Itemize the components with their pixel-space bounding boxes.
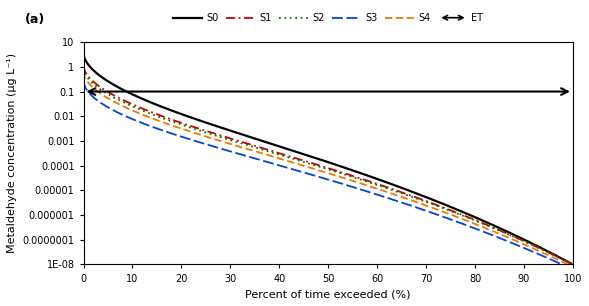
S4 [318, 169, 325, 173]
S0 [555, 255, 562, 259]
S1 [105, 91, 112, 94]
Line: S2: S2 [84, 68, 573, 264]
S4 [555, 258, 562, 262]
S3 [80, 79, 87, 82]
S1 [80, 64, 87, 67]
S1 [555, 256, 562, 259]
Legend: S0, S1, S2, S3, S4, ET: S0, S1, S2, S3, S4, ET [169, 9, 487, 27]
Y-axis label: Metaldehyde concentration (μg L⁻¹): Metaldehyde concentration (μg L⁻¹) [7, 53, 17, 253]
S4 [80, 70, 87, 74]
S3 [570, 267, 577, 271]
S3 [465, 224, 472, 228]
S1 [570, 263, 577, 266]
S4 [305, 165, 312, 169]
S4 [570, 265, 577, 269]
S2 [555, 256, 562, 259]
S2 [318, 166, 325, 169]
S2 [105, 93, 112, 96]
S3 [105, 106, 112, 110]
S2 [465, 216, 472, 220]
S2 [555, 256, 562, 259]
S3 [555, 261, 562, 265]
S0 [570, 263, 577, 266]
S2 [570, 263, 577, 266]
S1 [555, 256, 562, 259]
Line: S3: S3 [84, 80, 573, 269]
Line: S4: S4 [84, 72, 573, 267]
S2 [305, 162, 312, 165]
S0 [305, 154, 312, 158]
S0 [105, 80, 112, 84]
S3 [555, 261, 562, 265]
Line: S1: S1 [84, 65, 573, 264]
S0 [318, 158, 325, 162]
S4 [465, 220, 472, 223]
S3 [305, 172, 312, 176]
S0 [555, 255, 562, 259]
S1 [305, 160, 312, 164]
S4 [105, 97, 112, 100]
S3 [318, 176, 325, 179]
S0 [80, 51, 87, 55]
S1 [318, 164, 325, 168]
S4 [555, 258, 562, 262]
S2 [80, 66, 87, 70]
S1 [465, 216, 472, 219]
X-axis label: Percent of time exceeded (%): Percent of time exceeded (%) [246, 289, 411, 299]
S0 [465, 213, 472, 216]
Text: (a): (a) [25, 13, 45, 26]
Line: S0: S0 [84, 53, 573, 264]
